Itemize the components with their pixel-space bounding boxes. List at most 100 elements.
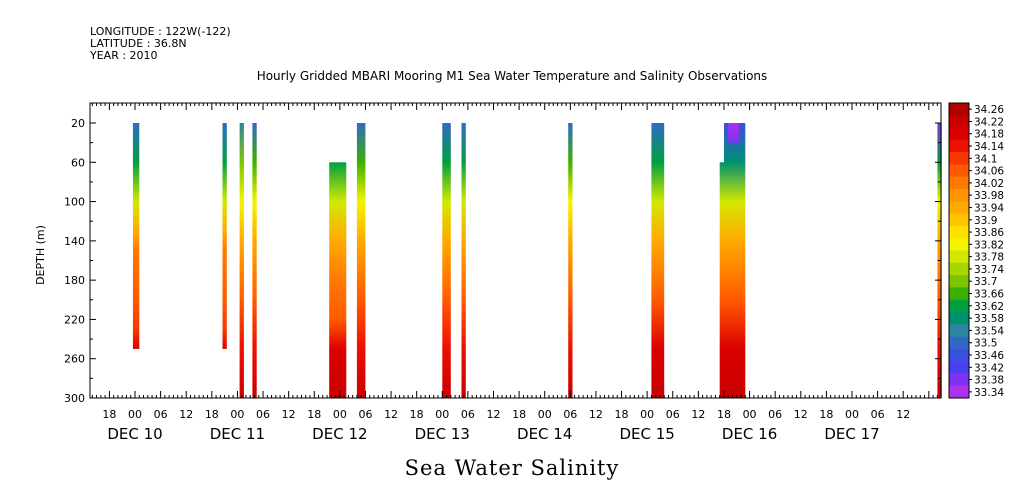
colorbar-label: 33.7	[974, 276, 997, 288]
colorbar-label: 33.94	[974, 202, 1004, 214]
colorbar-swatch	[949, 287, 969, 300]
y-tick-label: 180	[64, 274, 85, 287]
x-tick-label: 12	[794, 408, 808, 421]
x-tick-label: 00	[230, 408, 244, 421]
x-tick-label: 18	[102, 408, 116, 421]
colorbar-swatch	[949, 139, 969, 153]
colorbar-label: 33.86	[974, 227, 1004, 239]
chart-title: Hourly Gridded MBARI Mooring M1 Sea Wate…	[257, 69, 768, 83]
colorbar-swatch	[949, 176, 969, 190]
date-label: DEC 14	[517, 425, 572, 443]
salinity-profile	[329, 162, 347, 398]
colorbar-label: 33.66	[974, 289, 1004, 301]
x-tick-label: 18	[717, 408, 731, 421]
colorbar-label: 34.22	[974, 116, 1004, 128]
colorbar-label: 33.82	[974, 239, 1004, 251]
date-label: DEC 11	[210, 425, 265, 443]
y-tick-label: 140	[64, 235, 85, 248]
colorbar-swatch	[949, 250, 969, 264]
x-tick-label: 00	[743, 408, 757, 421]
colorbar-label: 33.54	[974, 325, 1004, 337]
colorbar-label: 34.18	[974, 129, 1004, 141]
x-tick-label: 06	[256, 408, 270, 421]
colorbar-swatch	[949, 311, 969, 325]
date-label: DEC 12	[312, 425, 367, 443]
colorbar-swatch	[949, 201, 969, 214]
colorbar-label: 34.06	[974, 166, 1004, 178]
date-label: DEC 16	[722, 425, 777, 443]
colorbar-swatch	[949, 238, 969, 251]
salinity-profile	[239, 123, 244, 398]
colorbar-swatch	[949, 324, 969, 337]
x-tick-label: 12	[691, 408, 705, 421]
axis-layer: 20 60 100 140 180 220 260 300 18 00 06 12 18 00 06 12 18…	[64, 103, 941, 443]
colorbar-swatch	[949, 213, 969, 227]
colorbar-label: 34.14	[974, 141, 1004, 153]
salinity-profile	[132, 123, 140, 349]
colorbar-label: 33.42	[974, 362, 1004, 374]
latitude-label: LATITUDE : 36.8N	[90, 37, 187, 50]
longitude-label: LONGITUDE : 122W(-122)	[90, 25, 231, 38]
x-tick-label: 00	[845, 408, 859, 421]
x-tick-label: 06	[461, 408, 475, 421]
x-tick-label: 18	[819, 408, 833, 421]
date-label: DEC 15	[619, 425, 674, 443]
colorbar-swatch	[949, 361, 969, 374]
x-tick-label: 18	[205, 408, 219, 421]
x-tick-label: 18	[615, 408, 629, 421]
x-tick-label: 12	[896, 408, 910, 421]
colorbar-swatch	[949, 164, 969, 178]
colorbar-swatch	[949, 225, 969, 239]
y-tick-label: 220	[64, 313, 85, 326]
colorbar: 34.2634.2234.1834.1434.134.0634.0233.983…	[948, 102, 1004, 399]
y-axis-title: DEPTH (m)	[34, 225, 47, 285]
x-tick-label: 00	[538, 408, 552, 421]
salinity-profile	[442, 123, 451, 398]
colorbar-label: 33.9	[974, 215, 997, 227]
colorbar-swatch	[949, 336, 969, 350]
colorbar-label: 34.1	[974, 153, 997, 165]
salinity-profile	[728, 123, 739, 143]
y-tick-label: 100	[64, 196, 85, 209]
plot-frame	[89, 102, 942, 399]
profiles-layer	[132, 123, 942, 398]
y-tick-label: 60	[71, 156, 85, 169]
x-tick-label: 06	[871, 408, 885, 421]
colorbar-swatch	[949, 115, 969, 128]
salinity-profile	[461, 123, 466, 398]
salinity-profile	[651, 123, 665, 398]
y-tick-label: 300	[64, 392, 85, 405]
x-tick-label: 06	[563, 408, 577, 421]
y-tick-label: 260	[64, 353, 85, 366]
x-tick-label: 06	[358, 408, 372, 421]
salinity-profile	[252, 123, 257, 398]
colorbar-swatch	[949, 348, 969, 362]
colorbar-swatch	[949, 189, 969, 202]
colorbar-swatch	[949, 299, 969, 313]
colorbar-label: 33.74	[974, 264, 1004, 276]
x-tick-label: 00	[640, 408, 654, 421]
salinity-profile	[724, 123, 746, 398]
x-tick-label: 06	[768, 408, 782, 421]
salinity-profile	[222, 123, 227, 349]
x-tick-label: 00	[128, 408, 142, 421]
x-tick-label: 06	[666, 408, 680, 421]
x-tick-label: 18	[410, 408, 424, 421]
salinity-profile	[719, 162, 724, 398]
colorbar-label: 34.26	[974, 104, 1004, 116]
colorbar-swatch	[949, 127, 969, 141]
colorbar-label: 33.58	[974, 313, 1004, 325]
x-tick-label: 06	[154, 408, 168, 421]
date-label: DEC 17	[824, 425, 879, 443]
x-tick-label: 18	[307, 408, 321, 421]
colorbar-swatch	[949, 262, 969, 276]
x-tick-label: 12	[384, 408, 398, 421]
date-label: DEC 13	[415, 425, 470, 443]
y-tick-label: 20	[71, 117, 85, 130]
year-label: YEAR : 2010	[89, 49, 158, 62]
date-label: DEC 10	[107, 425, 162, 443]
colorbar-label: 33.5	[974, 338, 997, 350]
colorbar-swatch	[949, 385, 969, 399]
colorbar-swatch	[949, 373, 969, 387]
colorbar-swatch	[949, 275, 969, 288]
